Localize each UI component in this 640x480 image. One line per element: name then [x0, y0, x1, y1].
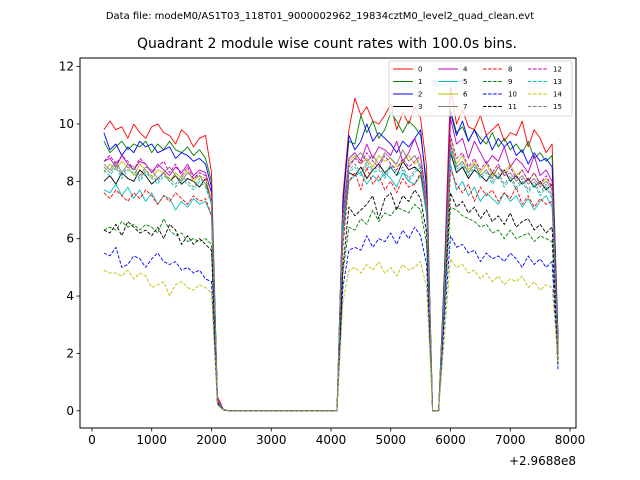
- legend-box: [388, 60, 573, 117]
- y-tick-label: 0: [66, 404, 74, 418]
- legend-label-10: 10: [508, 91, 517, 99]
- legend-label-11: 11: [508, 103, 517, 111]
- y-tick-label: 4: [66, 289, 74, 303]
- x-tick-label: 1000: [136, 433, 167, 447]
- y-tick-label: 2: [66, 346, 74, 360]
- legend-label-0: 0: [418, 66, 422, 74]
- series-layer: [103, 86, 559, 412]
- x-tick-label: 2000: [196, 433, 227, 447]
- legend-label-6: 6: [463, 91, 468, 99]
- x-tick-label: 3000: [256, 433, 287, 447]
- x-tick-label: 5000: [375, 433, 406, 447]
- series-line-15: [103, 146, 559, 412]
- legend-label-7: 7: [463, 103, 467, 111]
- legend-label-12: 12: [553, 66, 562, 74]
- plot-area: [80, 58, 576, 428]
- legend-label-5: 5: [463, 78, 467, 86]
- y-tick-label: 10: [59, 117, 74, 131]
- x-tick-label: 6000: [435, 433, 466, 447]
- x-tick-label: 7000: [495, 433, 526, 447]
- legend-label-2: 2: [418, 91, 422, 99]
- legend-label-15: 15: [553, 103, 562, 111]
- x-offset-label: +2.9688e8: [509, 454, 576, 468]
- data-file-label: Data file: modeM0/AS1T03_118T01_90000029…: [106, 11, 534, 22]
- series-line-9: [103, 203, 559, 412]
- legend-label-9: 9: [508, 78, 512, 86]
- legend-label-8: 8: [508, 66, 512, 74]
- legend-label-4: 4: [463, 66, 468, 74]
- x-axis: 0 1000 2000 3000 4000 5000 6000 7000 8000: [88, 428, 585, 447]
- y-tick-label: 12: [59, 60, 74, 74]
- chart-title: Quadrant 2 module wise count rates with …: [137, 36, 517, 52]
- legend-label-3: 3: [418, 103, 422, 111]
- legend-label-14: 14: [553, 91, 562, 99]
- legend-label-13: 13: [553, 78, 562, 86]
- plot-frame: [79, 57, 577, 429]
- y-axis: 0 2 4 6 8 10 12: [59, 60, 80, 418]
- x-tick-label: 0: [88, 433, 96, 447]
- x-tick-label: 4000: [316, 433, 347, 447]
- y-tick-label: 6: [66, 232, 74, 246]
- y-tick-label: 8: [66, 174, 74, 188]
- legend-label-1: 1: [418, 78, 422, 86]
- series-line-10: [103, 226, 559, 412]
- x-tick-label: 8000: [555, 433, 586, 447]
